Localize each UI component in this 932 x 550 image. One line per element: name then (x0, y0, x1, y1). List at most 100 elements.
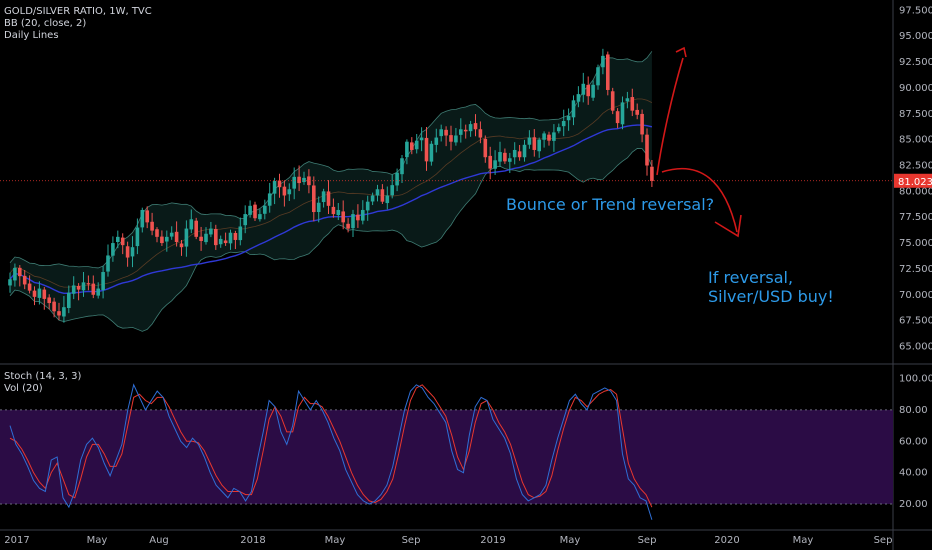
legend-symbol: GOLD/SILVER RATIO, 1W, TVC (4, 6, 152, 17)
time-tick-label: May (325, 535, 346, 546)
candle-body (512, 149, 517, 158)
candle-body (214, 229, 218, 246)
time-tick-label: 2018 (240, 535, 265, 546)
candle-body (248, 205, 252, 215)
last-price-label: 81.023 (898, 177, 932, 188)
stoch-tick-label: 40.00 (899, 468, 928, 479)
annotation-reversal-line-1: If reversal, (708, 268, 794, 287)
candle-body (429, 143, 434, 162)
stoch-d-line (9, 384, 653, 508)
candle-body (459, 129, 463, 135)
candle-body (601, 55, 605, 68)
time-tick-label: May (87, 535, 108, 546)
candle-body (101, 272, 105, 290)
candle-body (106, 255, 110, 272)
price-tick-label: 82.500 (899, 160, 932, 171)
time-tick-label: 2019 (480, 535, 505, 546)
candlesticks (8, 48, 654, 323)
candle-body (586, 84, 590, 97)
price-tick-label: 97.500 (899, 5, 932, 16)
stoch-tick-label: 100.00 (899, 374, 932, 385)
candle-body (42, 289, 47, 299)
price-tick-label: 87.500 (899, 109, 932, 120)
bollinger-lower (9, 148, 653, 332)
candle-body (150, 221, 154, 231)
candle-body (135, 227, 140, 247)
candle-body (326, 191, 331, 206)
candle-body (130, 247, 135, 257)
candle-body (434, 137, 439, 145)
candle-body (218, 238, 223, 245)
candle-body (258, 214, 262, 220)
annotation-reversal-line-2: Silver/USD buy! (708, 287, 834, 306)
candle-body (650, 166, 654, 181)
candle-body (184, 228, 189, 247)
candle-body (145, 210, 149, 223)
candle-body (302, 177, 306, 183)
candle-body (204, 233, 208, 243)
candle-body (508, 158, 512, 162)
candle-body (493, 160, 497, 169)
candle-body (552, 132, 556, 141)
candle-body (52, 301, 56, 312)
candle-body (297, 176, 301, 184)
candle-body (566, 115, 571, 121)
price-tick-label: 65.000 (899, 341, 932, 352)
legend-vol: Vol (20) (4, 383, 43, 394)
candle-body (625, 98, 630, 102)
price-legend: GOLD/SILVER RATIO, 1W, TVC BB (20, close… (4, 6, 152, 42)
time-tick-label: 2020 (714, 535, 739, 546)
candle-body (174, 231, 179, 243)
price-tick-label: 72.500 (899, 264, 932, 275)
candle-body (635, 109, 639, 115)
candle-body (263, 205, 267, 214)
time-tick-label: 2017 (4, 535, 29, 546)
time-tick-label: May (793, 535, 814, 546)
candle-body (243, 214, 247, 226)
candle-body (111, 243, 115, 256)
candle-body (557, 127, 561, 132)
legend-stoch: Stoch (14, 3, 3) (4, 371, 82, 382)
stochastic-panel (0, 383, 893, 520)
candle-body (503, 152, 507, 162)
annotation-bounce: Bounce or Trend reversal? (506, 195, 715, 214)
candle-body (561, 121, 566, 127)
candle-body (380, 189, 385, 202)
candle-body (336, 209, 341, 216)
annotation-reversal: If reversal, Silver/USD buy! (708, 268, 834, 306)
moving-average-line (9, 124, 653, 295)
candle-body (468, 124, 473, 132)
stoch-tick-label: 60.00 (899, 436, 928, 447)
candle-body (321, 191, 326, 203)
candle-body (282, 186, 287, 196)
candle-body (356, 214, 360, 221)
candle-body (194, 220, 198, 237)
candle-body (125, 246, 130, 258)
price-tick-label: 67.500 (899, 316, 932, 327)
candle-body (81, 282, 86, 291)
candle-body (165, 236, 169, 242)
candle-body (189, 219, 194, 230)
candle-body (483, 138, 488, 158)
last-price-box (894, 173, 932, 188)
candle-body (120, 237, 125, 246)
candle-body (542, 133, 546, 140)
candle-body (571, 100, 576, 118)
bollinger-band-fill (10, 51, 652, 332)
candle-body (620, 102, 625, 125)
candle-body (351, 214, 355, 229)
bollinger-fill (10, 51, 652, 332)
price-tick-label: 75.000 (899, 238, 932, 249)
candle-body (238, 226, 243, 241)
candle-body (478, 129, 483, 138)
candle-body (615, 111, 620, 124)
candle-body (140, 209, 145, 228)
candle-body (228, 232, 233, 244)
candle-body (32, 290, 37, 297)
candle-body (209, 228, 213, 235)
candle-body (375, 189, 380, 196)
candle-body (8, 279, 12, 286)
candle-body (307, 176, 311, 186)
price-tick-label: 70.000 (899, 290, 932, 301)
time-tick-label: May (560, 535, 581, 546)
